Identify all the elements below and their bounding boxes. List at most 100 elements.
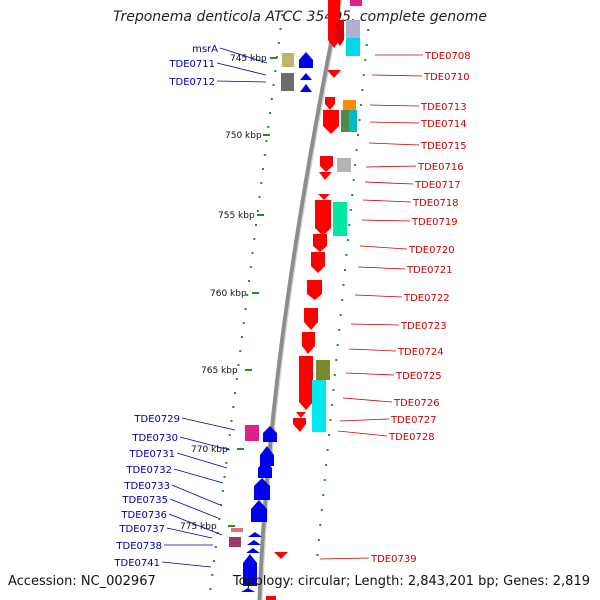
gene-arrow-TDE0738b — [246, 548, 260, 553]
tick-dot — [335, 359, 338, 361]
label-leader-line — [216, 80, 267, 83]
tick-dot — [281, 14, 284, 16]
gene-arrow-TDE0721 — [311, 252, 325, 273]
tick-dot — [346, 239, 349, 241]
right-gene-label: TDE0726 — [393, 398, 440, 409]
tick-dot — [223, 476, 226, 478]
gene-arrow-TDE0714 — [323, 110, 339, 134]
tick-dot — [338, 329, 341, 331]
gene-box-top-pink — [350, 0, 362, 6]
accession-text: Accession: NC_002967 — [8, 574, 156, 589]
label-leader-line — [369, 121, 420, 124]
tick-dot — [248, 280, 250, 282]
kbp-label: 755 kbp — [218, 211, 255, 221]
gene-arrow-TDE0728 — [293, 418, 306, 432]
tick-dot — [342, 284, 345, 286]
label-leader-line — [176, 452, 228, 469]
gene-arrow-TDE0738 — [247, 540, 261, 545]
tick-dot — [333, 374, 336, 376]
kbp-tick — [237, 448, 244, 450]
tick-dot — [341, 299, 344, 301]
left-gene-label: TDE0738 — [115, 541, 162, 552]
right-gene-labels: TDE0708 TDE0710 TDE0713 TDE0714 TDE0715 TDE07… — [319, 51, 471, 565]
tick-dot — [361, 89, 364, 91]
gene-arrow-TDE0719 — [315, 200, 331, 236]
left-gene-label: msrA — [192, 44, 218, 55]
left-gene-label: TDE0737 — [118, 524, 165, 535]
left-gene-label: TDE0741 — [113, 558, 160, 569]
tick-dot — [239, 350, 242, 352]
tick-dot — [267, 126, 270, 128]
label-leader-line — [169, 498, 219, 519]
right-gene-label: TDE0714 — [420, 119, 467, 130]
tick-dot — [209, 588, 212, 590]
label-leader-line — [348, 348, 397, 352]
gene-box-TDE0725 — [316, 360, 330, 380]
tick-dot — [260, 182, 263, 184]
label-leader-line — [345, 372, 395, 376]
kbp-tick — [263, 134, 270, 136]
tick-dot — [355, 149, 358, 151]
left-gene-label: TDE0735 — [121, 495, 168, 506]
tick-dot — [329, 419, 332, 421]
tick-dot — [214, 546, 217, 548]
tick-dot — [211, 574, 214, 576]
right-gene-label: TDE0715 — [420, 141, 467, 152]
gene-arrow-TDE0720 — [313, 234, 327, 252]
gene-arrow-TDE0711 — [299, 52, 313, 68]
tick-dot — [258, 196, 261, 198]
gene-box-TDE0714b — [349, 110, 357, 132]
right-gene-label: TDE0718 — [412, 198, 459, 209]
left-gene-labels: msrA TDE0711 TDE0712 TDE0729 TDE0730 TDE0731 T… — [113, 44, 268, 569]
right-gene-label: TDE0713 — [420, 102, 467, 113]
tick-dot — [255, 224, 257, 226]
tick-dot — [325, 464, 328, 466]
gene-box-TDE0726 — [312, 380, 326, 432]
gene-arrow-TDE0737 — [248, 532, 262, 537]
right-gene-label: TDE0720 — [408, 245, 455, 256]
tick-dot — [234, 392, 236, 394]
gene-arrow-TDE0733 — [251, 500, 267, 522]
tick-dot — [344, 269, 346, 271]
tick-dot — [359, 104, 362, 106]
gene-box-TDE0716 — [337, 158, 351, 172]
label-leader-line — [342, 397, 393, 403]
gene-arrow-TDE0722 — [307, 280, 322, 300]
label-leader-line — [371, 74, 423, 77]
tick-dot — [235, 378, 238, 380]
label-leader-line — [357, 266, 406, 270]
gene-box-top-stripe — [346, 20, 360, 38]
tick-dot — [272, 84, 275, 86]
tick-dot — [326, 449, 329, 451]
gene-box-TDE0729 — [245, 425, 259, 441]
label-leader-line — [219, 47, 268, 64]
right-gene-label: TDE0719 — [411, 217, 458, 228]
right-gene-label: TDE0721 — [406, 265, 453, 276]
right-gene-label: TDE0724 — [397, 347, 444, 358]
label-leader-line — [361, 219, 411, 222]
tick-dot — [253, 238, 256, 240]
gene-arrow-TDE0729 — [263, 426, 277, 442]
tick-dot — [265, 140, 268, 142]
gene-box-bottom — [266, 596, 276, 600]
tick-dot — [249, 266, 252, 268]
gene-arrow-TDE0730 — [260, 446, 274, 466]
gene-arrow-TDE0732 — [254, 478, 270, 500]
right-gene-label: TDE0723 — [400, 321, 447, 332]
genome-backbone — [257, 0, 343, 600]
left-gene-label: TDE0732 — [125, 465, 172, 476]
tick-dot — [322, 494, 325, 496]
tick-dot — [367, 29, 370, 31]
label-leader-line — [365, 165, 417, 168]
tick-dot — [262, 168, 264, 170]
gene-box-TDE0737 — [229, 537, 241, 547]
tick-dot — [316, 554, 319, 556]
right-gene-label: TDE0710 — [423, 72, 470, 83]
gene-arrow-TDE0731 — [258, 460, 272, 478]
tick-dot — [242, 322, 245, 324]
tick-dot — [364, 59, 367, 61]
gene-arrow-TDE0741 — [243, 554, 257, 586]
tick-dot — [251, 252, 254, 254]
